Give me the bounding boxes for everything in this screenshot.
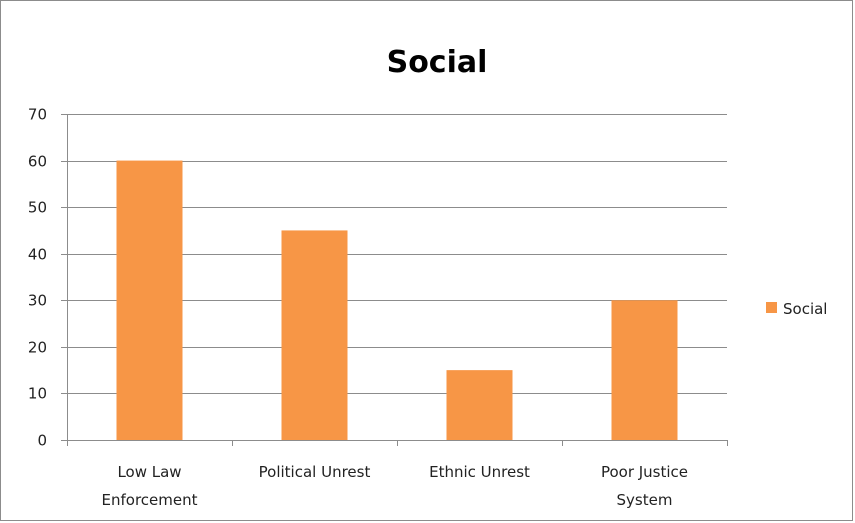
legend: Social — [766, 300, 827, 318]
x-tick-label-line: Political Unrest — [259, 463, 371, 481]
bar-political-unrest — [281, 230, 348, 440]
x-tick-label-line: Ethnic Unrest — [429, 463, 530, 481]
bar-ethnic-unrest — [446, 370, 513, 440]
y-tick-label: 40 — [28, 246, 47, 264]
y-tick-label: 20 — [28, 339, 47, 357]
y-tick-label: 30 — [28, 292, 47, 310]
x-tick-label-line: Poor Justice — [601, 463, 688, 481]
bar-low-law-enforcement — [116, 160, 183, 441]
y-tick-label: 0 — [37, 432, 47, 450]
x-tick-label: Low Law Enforcement — [102, 463, 198, 509]
bar-poor-justice-system — [611, 300, 678, 440]
y-tick-label: 70 — [28, 106, 47, 124]
y-tick-label: 60 — [28, 153, 47, 171]
legend-swatch-social — [766, 302, 777, 313]
x-axis: Low Law Enforcement Political Unrest Ethnic… — [67, 440, 728, 509]
x-tick-label-line: Low Law — [117, 463, 181, 481]
x-tick-label-line: System — [617, 491, 673, 509]
x-tick-label: Ethnic Unrest — [429, 463, 530, 481]
y-tick-label: 50 — [28, 199, 47, 217]
legend-label-social: Social — [783, 300, 827, 318]
chart-title: Social — [387, 45, 488, 80]
x-tick-label-line: Enforcement — [102, 491, 198, 509]
y-axis: 0 10 20 30 40 50 60 70 — [28, 106, 68, 450]
y-tick-label: 10 — [28, 385, 47, 403]
x-tick-label: Poor Justice System — [601, 463, 688, 509]
x-tick-label: Political Unrest — [259, 463, 371, 481]
bars — [116, 160, 678, 441]
